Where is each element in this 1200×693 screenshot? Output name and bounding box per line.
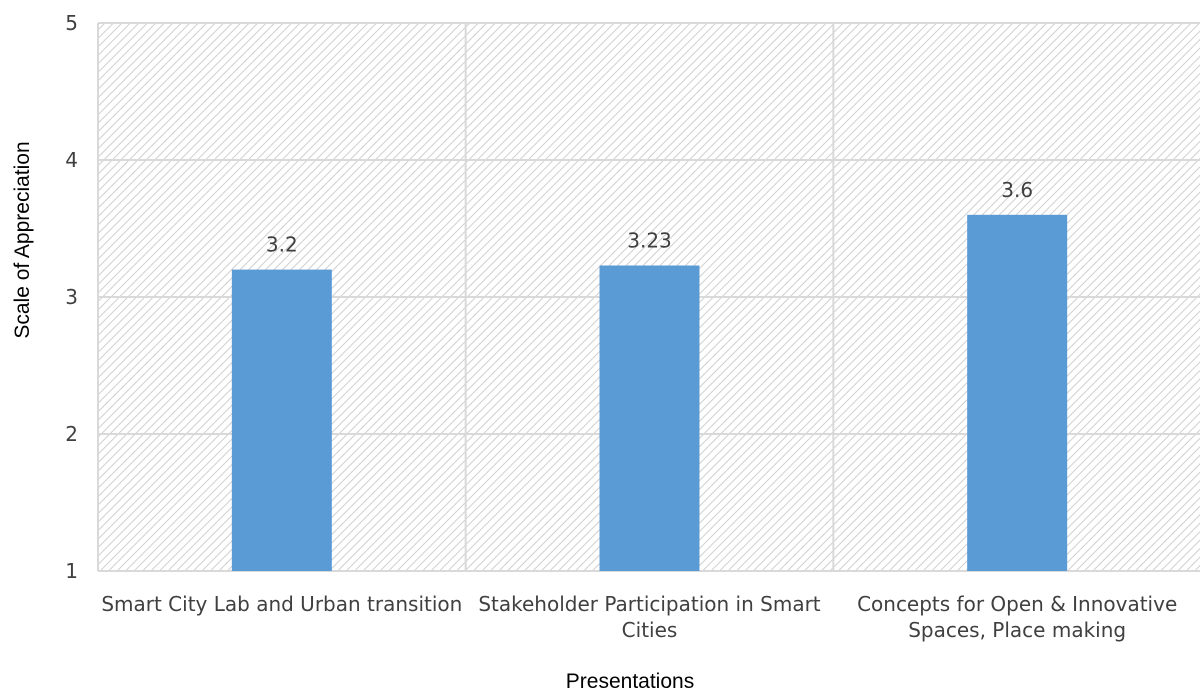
- data-labels: 3.2 3.23 3.6: [266, 178, 1033, 257]
- bar-2: [967, 214, 1068, 572]
- y-tick-label-0: 1: [65, 559, 78, 583]
- y-tick-label-1: 2: [65, 422, 78, 446]
- x-axis-title: Presentations: [566, 670, 694, 693]
- y-axis-title: Scale of Appreciation: [11, 141, 34, 338]
- category-label-2: Concepts for Open & Innovative Spaces, Pl…: [857, 592, 1177, 642]
- y-tick-label-2: 3: [65, 285, 78, 309]
- data-label-1: 3.23: [627, 228, 672, 252]
- data-label-2: 3.6: [1001, 178, 1033, 202]
- category-label-line: Smart City Lab and Urban transition: [101, 592, 462, 616]
- category-label-line: Spaces, Place making: [908, 618, 1126, 642]
- bars-group: [231, 214, 1068, 572]
- bar-1: [599, 265, 700, 571]
- x-category-labels: Smart City Lab and Urban transition Stake…: [101, 592, 1177, 642]
- category-label-0: Smart City Lab and Urban transition: [101, 592, 462, 616]
- data-label-0: 3.2: [266, 233, 298, 257]
- category-label-1: Stakeholder Participation in Smart Cities: [478, 592, 820, 642]
- y-tick-label-4: 5: [65, 11, 78, 35]
- category-label-line: Concepts for Open & Innovative: [857, 592, 1177, 616]
- category-label-line: Stakeholder Participation in Smart: [478, 592, 820, 616]
- y-tick-labels: 1 2 3 4 5: [65, 11, 78, 583]
- category-label-line: Cities: [622, 618, 678, 642]
- y-tick-label-3: 4: [65, 148, 78, 172]
- bar-0: [231, 269, 332, 571]
